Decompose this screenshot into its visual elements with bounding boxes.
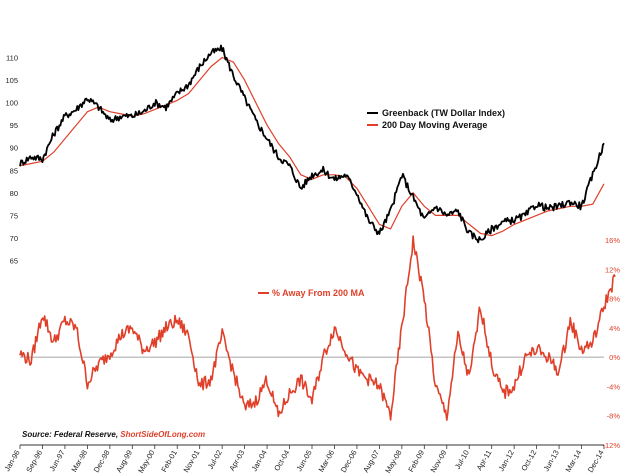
legend: Greenback (TW Dollar Index) 200 Day Movi… [258,108,505,298]
y-left-tick-label: 85 [10,166,18,175]
y-right-tick-label: 4% [609,324,620,333]
y-left-tick-label: 75 [10,211,18,220]
series-line-ma [19,56,605,237]
y-right-tick-label: -8% [607,412,621,421]
legend-label-ma: 200 Day Moving Average [382,120,487,130]
source-prefix: Source: Federal Reserve, [22,430,120,439]
source-annotation: Source: Federal Reserve, ShortSideOfLong… [22,430,205,439]
y-left-tick-label: 80 [10,189,18,198]
y-left-tick-label: 100 [5,99,18,108]
source-site: ShortSideOfLong.com [120,430,205,439]
legend-label-pct: % Away From 200 MA [272,288,365,298]
y-right-tick-label: -12% [602,441,620,450]
y-right-tick-label: -4% [607,382,621,391]
y-right-tick-label: 0% [609,353,620,362]
y-right-tick-label: 8% [609,295,620,304]
y-left-tick-label: 110 [6,54,18,63]
series-line-greenback [19,44,605,244]
y-left-tick-label: 95 [10,121,18,130]
y-left-tick-label: 65 [10,256,18,265]
y-right-tick-label: 16% [605,236,620,245]
series-line-pct [19,235,616,421]
y-left-tick-label: 105 [5,76,18,85]
y-left-tick-label: 90 [10,144,18,153]
y-left-tick-label: 70 [10,234,18,243]
legend-label-greenback: Greenback (TW Dollar Index) [382,108,505,118]
y-right-tick-label: 12% [605,265,620,274]
